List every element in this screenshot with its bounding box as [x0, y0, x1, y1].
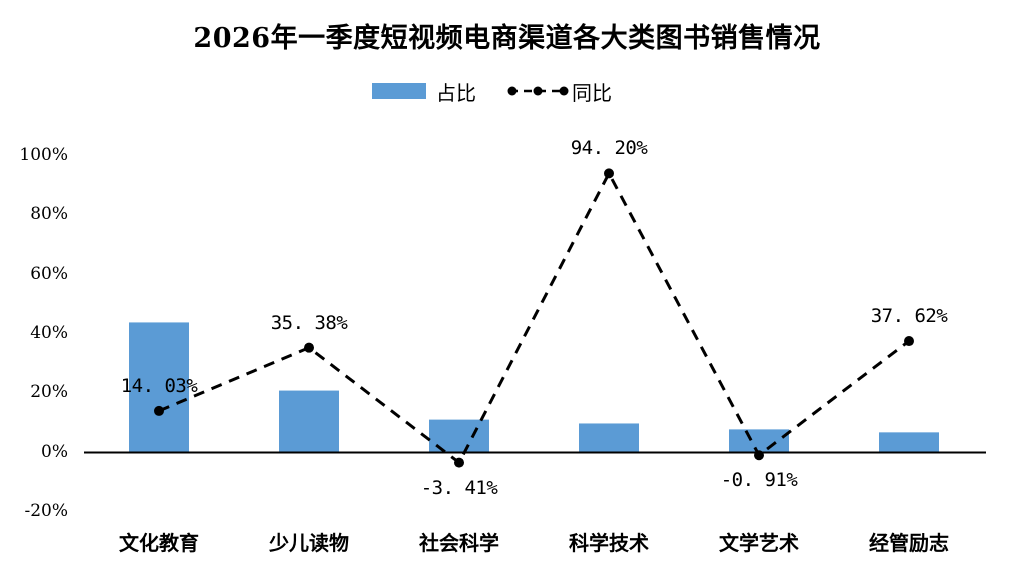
- line-marker: [454, 457, 464, 468]
- line-marker: [754, 450, 764, 461]
- data-label: 14. 03%: [120, 374, 198, 397]
- x-tick-label: 社会科学: [419, 531, 499, 555]
- y-tick-label: 80%: [30, 204, 68, 225]
- bar: [129, 322, 189, 453]
- bar: [579, 423, 639, 453]
- legend-line-label: 同比: [572, 80, 612, 105]
- x-tick-label: 文学艺术: [719, 531, 799, 555]
- data-label: 35. 38%: [270, 311, 348, 334]
- y-tick-label: 0%: [41, 441, 68, 462]
- x-tick-label: 科学技术: [569, 531, 649, 555]
- data-label: -0. 91%: [720, 469, 798, 492]
- yoy-line: [158, 170, 910, 465]
- line-marker: [904, 336, 914, 347]
- legend: 占比 同比: [372, 78, 642, 105]
- legend-bar-swatch: [372, 83, 426, 99]
- chart-title: 2026年一季度短视频电商渠道各大类图书销售情况: [193, 23, 821, 54]
- data-label: 37. 62%: [870, 305, 948, 328]
- y-tick-label: 60%: [30, 263, 68, 284]
- y-tick-label: 40%: [30, 322, 68, 343]
- y-tick-label: 100%: [19, 145, 68, 166]
- legend-bar-label: 占比: [436, 80, 476, 105]
- bar: [879, 432, 939, 453]
- line-marker: [304, 342, 314, 353]
- x-tick-label: 文化教育: [119, 531, 199, 555]
- x-tick-label: 经管励志: [869, 531, 949, 555]
- x-tick-label: 少儿读物: [269, 531, 349, 555]
- y-tick-label: -20%: [24, 500, 68, 521]
- legend-line-marker-icon: [507, 86, 569, 96]
- y-tick-label: 20%: [30, 382, 68, 403]
- line-marker: [154, 405, 164, 416]
- data-label: 94. 20%: [570, 137, 648, 160]
- bar: [279, 390, 339, 453]
- line-marker: [604, 168, 614, 179]
- data-label: -3. 41%: [420, 476, 498, 499]
- bar: [729, 429, 789, 453]
